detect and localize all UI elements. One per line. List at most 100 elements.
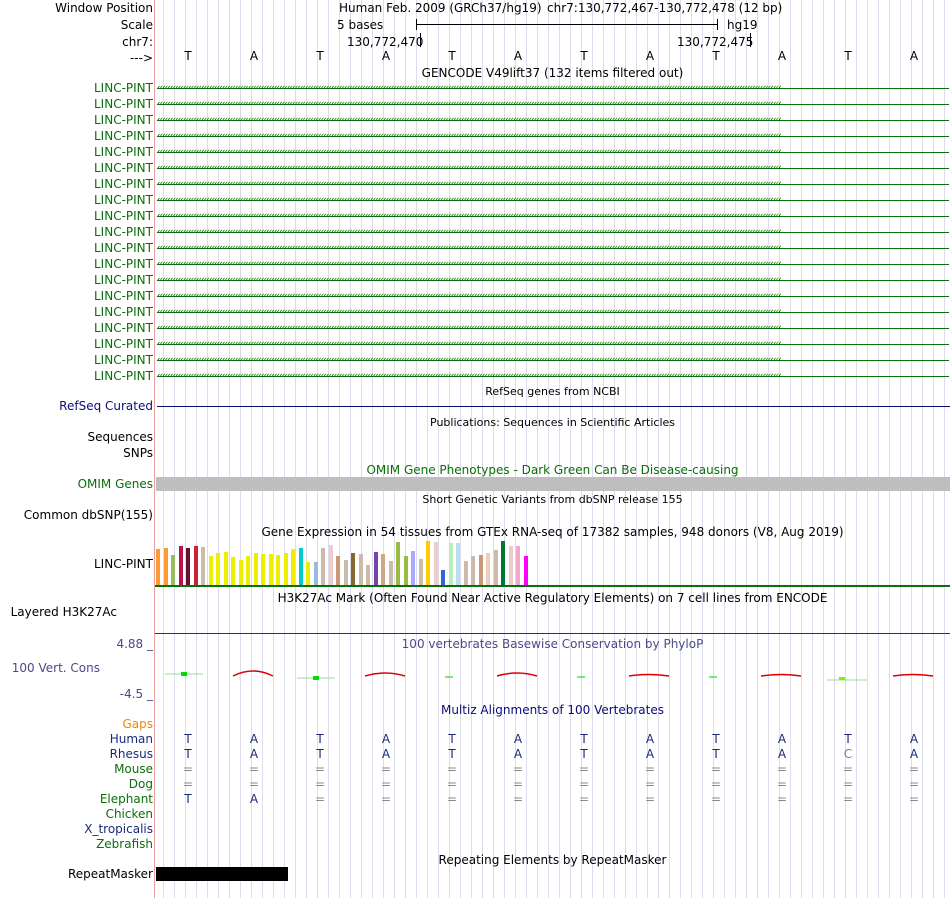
gtex-tissue-bar[interactable] xyxy=(231,557,235,585)
gencode-gene-label[interactable]: LINC-PINT xyxy=(94,353,153,367)
gtex-tissue-bar[interactable] xyxy=(208,556,213,585)
gtex-tissue-bar[interactable] xyxy=(283,553,288,585)
repeatmasker-label[interactable]: RepeatMasker xyxy=(67,867,153,881)
phylop-label[interactable]: 100 Vert. Cons xyxy=(11,661,100,675)
gencode-gene-label[interactable]: LINC-PINT xyxy=(94,209,153,223)
gencode-transcript-line[interactable]: ‹‹‹‹‹‹‹‹‹‹‹‹‹‹‹‹‹‹‹‹‹‹‹‹‹‹‹‹‹‹‹‹‹‹‹‹‹‹‹‹… xyxy=(157,356,949,365)
gtex-tissue-bar[interactable] xyxy=(268,554,273,585)
gtex-tissue-bar[interactable] xyxy=(328,545,333,585)
gtex-tissue-bar[interactable] xyxy=(336,556,340,585)
gtex-tissue-bar[interactable] xyxy=(366,565,370,585)
multiz-species-label[interactable]: Elephant xyxy=(99,792,153,806)
gencode-transcript-line[interactable]: ‹‹‹‹‹‹‹‹‹‹‹‹‹‹‹‹‹‹‹‹‹‹‹‹‹‹‹‹‹‹‹‹‹‹‹‹‹‹‹‹… xyxy=(157,148,949,157)
repeatmasker-element[interactable] xyxy=(156,867,288,881)
gencode-transcript-line[interactable]: ‹‹‹‹‹‹‹‹‹‹‹‹‹‹‹‹‹‹‹‹‹‹‹‹‹‹‹‹‹‹‹‹‹‹‹‹‹‹‹‹… xyxy=(157,116,949,125)
gencode-gene-label[interactable]: LINC-PINT xyxy=(94,369,153,383)
gencode-transcript-line[interactable]: ‹‹‹‹‹‹‹‹‹‹‹‹‹‹‹‹‹‹‹‹‹‹‹‹‹‹‹‹‹‹‹‹‹‹‹‹‹‹‹‹… xyxy=(157,100,949,109)
gtex-tissue-bar[interactable] xyxy=(403,556,408,585)
gencode-transcript-line[interactable]: ‹‹‹‹‹‹‹‹‹‹‹‹‹‹‹‹‹‹‹‹‹‹‹‹‹‹‹‹‹‹‹‹‹‹‹‹‹‹‹‹… xyxy=(157,372,949,381)
gtex-tissue-bar[interactable] xyxy=(508,546,513,585)
gtex-tissue-bar[interactable] xyxy=(193,546,198,585)
dbsnp-label[interactable]: Common dbSNP(155) xyxy=(23,508,153,522)
gtex-tissue-bar[interactable] xyxy=(448,543,453,585)
gencode-gene-label[interactable]: LINC-PINT xyxy=(94,257,153,271)
gtex-tissue-bar[interactable] xyxy=(321,548,325,585)
gtex-tissue-bar[interactable] xyxy=(351,553,355,585)
publications-title[interactable]: Publications: Sequences in Scientific Ar… xyxy=(430,416,675,429)
gencode-gene-label[interactable]: LINC-PINT xyxy=(94,241,153,255)
gtex-tissue-bar[interactable] xyxy=(396,542,400,585)
gencode-transcript-line[interactable]: ‹‹‹‹‹‹‹‹‹‹‹‹‹‹‹‹‹‹‹‹‹‹‹‹‹‹‹‹‹‹‹‹‹‹‹‹‹‹‹‹… xyxy=(157,292,949,301)
gtex-tissue-bar[interactable] xyxy=(186,548,190,585)
multiz-species-label[interactable]: X_tropicalis xyxy=(84,822,153,836)
gtex-title[interactable]: Gene Expression in 54 tissues from GTEx … xyxy=(261,525,844,539)
gencode-gene-label[interactable]: LINC-PINT xyxy=(94,81,153,95)
gtex-tissue-bar[interactable] xyxy=(156,549,160,585)
gencode-transcript-line[interactable]: ‹‹‹‹‹‹‹‹‹‹‹‹‹‹‹‹‹‹‹‹‹‹‹‹‹‹‹‹‹‹‹‹‹‹‹‹‹‹‹‹… xyxy=(157,276,949,285)
multiz-species-label[interactable]: Gaps xyxy=(122,717,153,731)
gencode-transcript-line[interactable]: ‹‹‹‹‹‹‹‹‹‹‹‹‹‹‹‹‹‹‹‹‹‹‹‹‹‹‹‹‹‹‹‹‹‹‹‹‹‹‹‹… xyxy=(157,196,949,205)
gencode-title[interactable]: GENCODE V49lift37 (132 items filtered ou… xyxy=(421,66,684,80)
gtex-tissue-bar[interactable] xyxy=(246,556,250,585)
multiz-species-label[interactable]: Human xyxy=(109,732,153,746)
gencode-transcript-line[interactable]: ‹‹‹‹‹‹‹‹‹‹‹‹‹‹‹‹‹‹‹‹‹‹‹‹‹‹‹‹‹‹‹‹‹‹‹‹‹‹‹‹… xyxy=(157,228,949,237)
gencode-transcript-line[interactable]: ‹‹‹‹‹‹‹‹‹‹‹‹‹‹‹‹‹‹‹‹‹‹‹‹‹‹‹‹‹‹‹‹‹‹‹‹‹‹‹‹… xyxy=(157,260,949,269)
gtex-tissue-bar[interactable] xyxy=(178,546,183,585)
gencode-transcript-line[interactable]: ‹‹‹‹‹‹‹‹‹‹‹‹‹‹‹‹‹‹‹‹‹‹‹‹‹‹‹‹‹‹‹‹‹‹‹‹‹‹‹‹… xyxy=(157,340,949,349)
gtex-tissue-bar[interactable] xyxy=(306,562,310,585)
multiz-species-label[interactable]: Mouse xyxy=(114,762,153,776)
gtex-tissue-bar[interactable] xyxy=(276,555,280,585)
omim-label[interactable]: OMIM Genes xyxy=(77,477,153,491)
gencode-gene-label[interactable]: LINC-PINT xyxy=(94,289,153,303)
omim-title[interactable]: OMIM Gene Phenotypes - Dark Green Can Be… xyxy=(366,463,739,477)
gencode-transcript-line[interactable]: ‹‹‹‹‹‹‹‹‹‹‹‹‹‹‹‹‹‹‹‹‹‹‹‹‹‹‹‹‹‹‹‹‹‹‹‹‹‹‹‹… xyxy=(157,324,949,333)
gencode-gene-label[interactable]: LINC-PINT xyxy=(94,305,153,319)
multiz-species-label[interactable]: Dog xyxy=(128,777,153,791)
gtex-tissue-bar[interactable] xyxy=(216,553,220,585)
gencode-gene-label[interactable]: LINC-PINT xyxy=(94,97,153,111)
gencode-transcript-line[interactable]: ‹‹‹‹‹‹‹‹‹‹‹‹‹‹‹‹‹‹‹‹‹‹‹‹‹‹‹‹‹‹‹‹‹‹‹‹‹‹‹‹… xyxy=(157,84,949,93)
gtex-tissue-bar[interactable] xyxy=(223,552,228,585)
gtex-tissue-bar[interactable] xyxy=(261,554,265,585)
gtex-tissue-bar[interactable] xyxy=(358,554,363,585)
gencode-transcript-line[interactable]: ‹‹‹‹‹‹‹‹‹‹‹‹‹‹‹‹‹‹‹‹‹‹‹‹‹‹‹‹‹‹‹‹‹‹‹‹‹‹‹‹… xyxy=(157,164,949,173)
gencode-gene-label[interactable]: LINC-PINT xyxy=(94,129,153,143)
gtex-tissue-bar[interactable] xyxy=(253,553,258,585)
multiz-species-label[interactable]: Zebrafish xyxy=(96,837,153,851)
gencode-gene-label[interactable]: LINC-PINT xyxy=(94,177,153,191)
dbsnp-title[interactable]: Short Genetic Variants from dbSNP releas… xyxy=(422,493,683,506)
refseq-label[interactable]: RefSeq Curated xyxy=(59,399,153,413)
gtex-tissue-bar[interactable] xyxy=(313,562,318,585)
multiz-species-label[interactable]: Rhesus xyxy=(109,747,153,761)
h3k27ac-label[interactable]: Layered H3K27Ac xyxy=(10,605,117,619)
gtex-tissue-bar[interactable] xyxy=(291,549,295,585)
gtex-tissue-bar[interactable] xyxy=(478,555,483,585)
gencode-gene-label[interactable]: LINC-PINT xyxy=(94,113,153,127)
gtex-tissue-bar[interactable] xyxy=(171,555,175,585)
gencode-gene-label[interactable]: LINC-PINT xyxy=(94,273,153,287)
gencode-transcript-line[interactable]: ‹‹‹‹‹‹‹‹‹‹‹‹‹‹‹‹‹‹‹‹‹‹‹‹‹‹‹‹‹‹‹‹‹‹‹‹‹‹‹‹… xyxy=(157,180,949,189)
gtex-tissue-bar[interactable] xyxy=(523,556,528,585)
gencode-transcript-line[interactable]: ‹‹‹‹‹‹‹‹‹‹‹‹‹‹‹‹‹‹‹‹‹‹‹‹‹‹‹‹‹‹‹‹‹‹‹‹‹‹‹‹… xyxy=(157,132,949,141)
gencode-transcript-line[interactable]: ‹‹‹‹‹‹‹‹‹‹‹‹‹‹‹‹‹‹‹‹‹‹‹‹‹‹‹‹‹‹‹‹‹‹‹‹‹‹‹‹… xyxy=(157,212,949,221)
gtex-tissue-bar[interactable] xyxy=(201,547,205,585)
gtex-label[interactable]: LINC-PINT xyxy=(94,557,153,571)
snps-label[interactable]: SNPs xyxy=(123,446,153,460)
gtex-tissue-bar[interactable] xyxy=(238,560,243,585)
gtex-tissue-bar[interactable] xyxy=(433,542,438,585)
gencode-gene-label[interactable]: LINC-PINT xyxy=(94,337,153,351)
multiz-species-label[interactable]: Chicken xyxy=(105,807,153,821)
gencode-transcript-line[interactable]: ‹‹‹‹‹‹‹‹‹‹‹‹‹‹‹‹‹‹‹‹‹‹‹‹‹‹‹‹‹‹‹‹‹‹‹‹‹‹‹‹… xyxy=(157,308,949,317)
phylop-plot[interactable] xyxy=(155,658,950,698)
refseq-title[interactable]: RefSeq genes from NCBI xyxy=(485,385,620,398)
repeatmasker-title[interactable]: Repeating Elements by RepeatMasker xyxy=(438,853,667,867)
sequences-label[interactable]: Sequences xyxy=(87,430,153,444)
gtex-bar-chart[interactable] xyxy=(155,541,950,585)
gencode-gene-label[interactable]: LINC-PINT xyxy=(94,161,153,175)
phylop-title[interactable]: 100 vertebrates Basewise Conservation by… xyxy=(401,637,704,651)
gtex-tissue-bar[interactable] xyxy=(493,550,498,585)
gtex-tissue-bar[interactable] xyxy=(388,561,393,585)
h3k27ac-title[interactable]: H3K27Ac Mark (Often Found Near Active Re… xyxy=(277,591,828,605)
gtex-tissue-bar[interactable] xyxy=(411,551,415,585)
gtex-tissue-bar[interactable] xyxy=(441,570,445,585)
